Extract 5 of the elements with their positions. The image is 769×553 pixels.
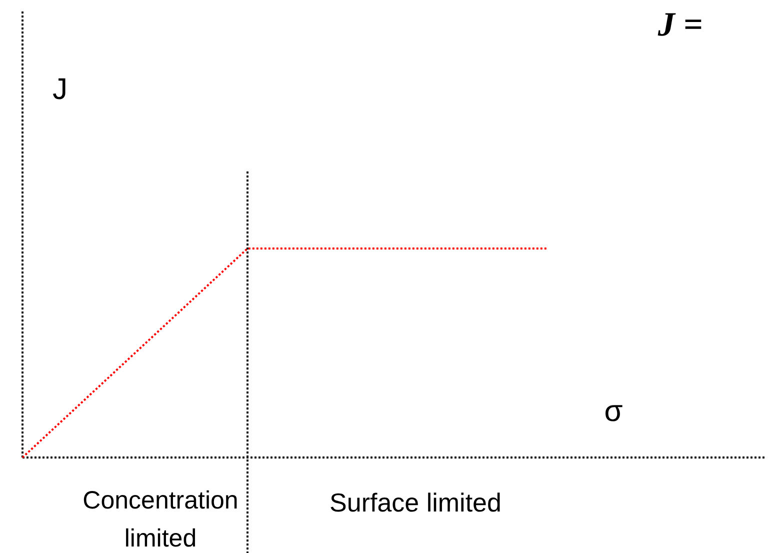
x-axis-title: σ: [604, 395, 624, 428]
text: Concentration limited: [82, 486, 238, 552]
y-axis-title: J: [52, 73, 68, 106]
text: J =: [656, 6, 703, 44]
text: Surface limited: [330, 487, 502, 518]
